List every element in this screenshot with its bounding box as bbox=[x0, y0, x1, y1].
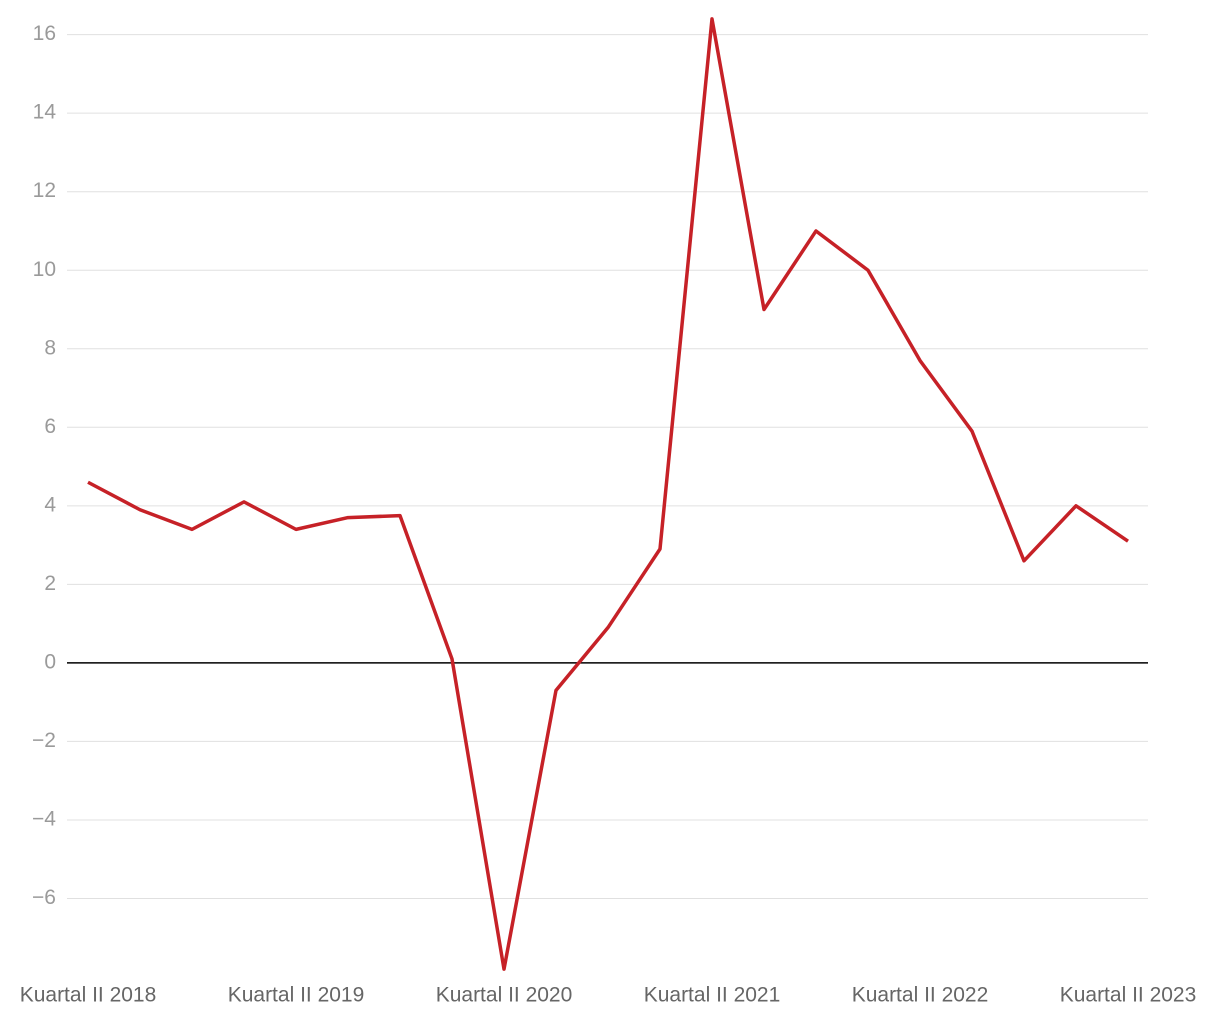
y-tick-label: −4 bbox=[32, 807, 56, 830]
y-tick-label: 14 bbox=[33, 101, 57, 124]
y-tick-label: 2 bbox=[44, 572, 56, 595]
y-tick-label: −6 bbox=[32, 886, 56, 909]
x-tick-label: Kuartal II 2019 bbox=[228, 984, 365, 1007]
y-tick-label: −2 bbox=[32, 729, 56, 752]
data-line bbox=[87, 17, 1129, 971]
x-tick-label: Kuartal II 2018 bbox=[20, 984, 157, 1007]
y-tick-label: 16 bbox=[33, 22, 56, 45]
x-tick-label: Kuartal II 2021 bbox=[644, 984, 781, 1007]
y-tick-label: 4 bbox=[44, 493, 56, 516]
x-tick-label: Kuartal II 2023 bbox=[1060, 984, 1197, 1007]
y-tick-label: 12 bbox=[33, 179, 56, 202]
y-tick-label: 6 bbox=[44, 415, 56, 438]
y-tick-label: 0 bbox=[44, 650, 56, 673]
x-tick-label: Kuartal II 2022 bbox=[852, 984, 989, 1007]
x-tick-label: Kuartal II 2020 bbox=[436, 984, 573, 1007]
y-tick-label: 10 bbox=[33, 258, 56, 281]
y-tick-label: 8 bbox=[44, 336, 56, 359]
